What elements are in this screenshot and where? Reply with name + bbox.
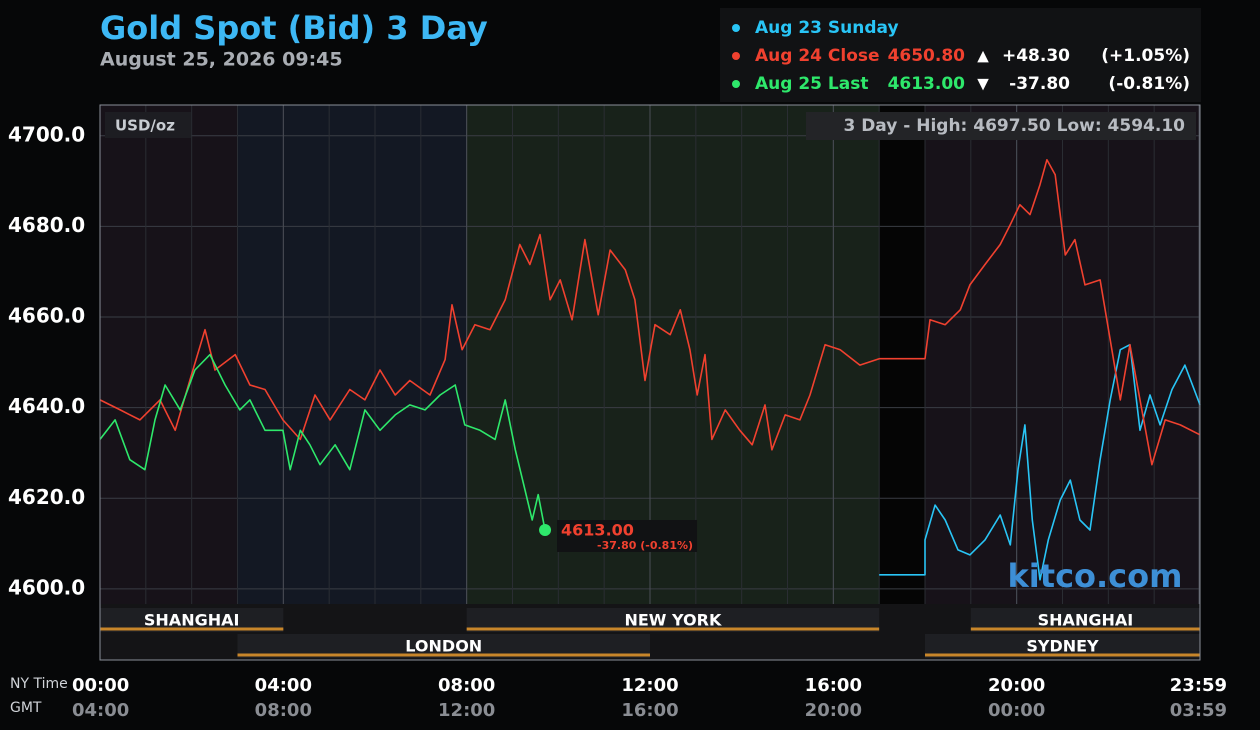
x-tick-label: 12:00 (621, 675, 678, 696)
legend-arrow: ▼ (977, 75, 989, 93)
unit-box (105, 112, 191, 138)
timestamp: August 25, 2026 09:45 (100, 49, 343, 71)
legend-marker (732, 80, 740, 88)
legend-label: Aug 24 Close (755, 46, 880, 66)
closed-shade (879, 105, 925, 660)
legend-box (720, 8, 1201, 102)
y-tick-label: 4660.0 (8, 304, 85, 328)
session-label: LONDON (405, 637, 482, 656)
x-tick-label: 00:00 (72, 675, 129, 696)
range-note: 3 Day - High: 4697.50 Low: 4594.10 (843, 116, 1185, 136)
legend-label: Aug 23 Sunday (755, 18, 899, 38)
session-label: SHANGHAI (144, 611, 240, 630)
gmt-tick-label: 03:59 (1170, 700, 1227, 721)
chart-title: Gold Spot (Bid) 3 Day (100, 9, 488, 47)
legend-change: -37.80 (1009, 74, 1070, 94)
legend-marker (732, 24, 740, 32)
london-shade (237, 105, 466, 604)
legend-arrow: ▲ (977, 47, 989, 65)
last-point (539, 523, 552, 536)
session-label: SYDNEY (1026, 637, 1099, 656)
legend-price: 4613.00 (888, 74, 966, 94)
x-tick-label: 20:00 (988, 675, 1045, 696)
legend-label: Aug 25 Last (755, 74, 868, 94)
y-tick-label: 4640.0 (8, 394, 85, 418)
annotation-box (557, 519, 698, 552)
x-tick-label: 23:59 (1170, 675, 1227, 696)
y-tick-label: 4680.0 (8, 213, 85, 237)
y-tick-label: 4600.0 (8, 575, 85, 599)
session-label: SHANGHAI (1038, 611, 1134, 630)
y-tick-label: 4620.0 (8, 485, 85, 509)
series-line (99, 159, 1201, 466)
session-label: NEW YORK (624, 611, 721, 630)
legend-change: +48.30 (1002, 46, 1070, 66)
x-tick-label: 08:00 (438, 675, 495, 696)
series-line (99, 353, 546, 531)
lines (99, 159, 1201, 581)
x-axis-name: NY Time (10, 676, 68, 692)
gmt-tick-label: 08:00 (255, 700, 312, 721)
unit-label: USD/oz (115, 117, 175, 135)
range-box (806, 112, 1196, 140)
legend-change-pct: (+1.05%) (1101, 46, 1190, 66)
legend-change-pct: (-0.81%) (1108, 74, 1190, 94)
plot-border (99, 104, 1201, 661)
x-axis-name: GMT (10, 700, 42, 716)
y-tick-label: 4700.0 (8, 122, 85, 146)
gmt-tick-label: 00:00 (988, 700, 1045, 721)
watermark: kitco.com (1008, 557, 1183, 595)
gmt-tick-label: 16:00 (621, 700, 678, 721)
gmt-tick-label: 04:00 (72, 700, 129, 721)
x-tick-label: 16:00 (805, 675, 862, 696)
gmt-tick-label: 20:00 (805, 700, 862, 721)
annotation-price: 4613.00 (561, 520, 634, 539)
legend-price: 4650.80 (888, 46, 966, 66)
legend-marker (732, 52, 740, 60)
gmt-tick-label: 12:00 (438, 700, 495, 721)
x-tick-label: 04:00 (255, 675, 312, 696)
sessions: SHANGHAI NEW YORK SHANGHAI LONDON SYDNEY (100, 608, 1200, 658)
annotation-change: -37.80 (-0.81%) (597, 539, 693, 552)
